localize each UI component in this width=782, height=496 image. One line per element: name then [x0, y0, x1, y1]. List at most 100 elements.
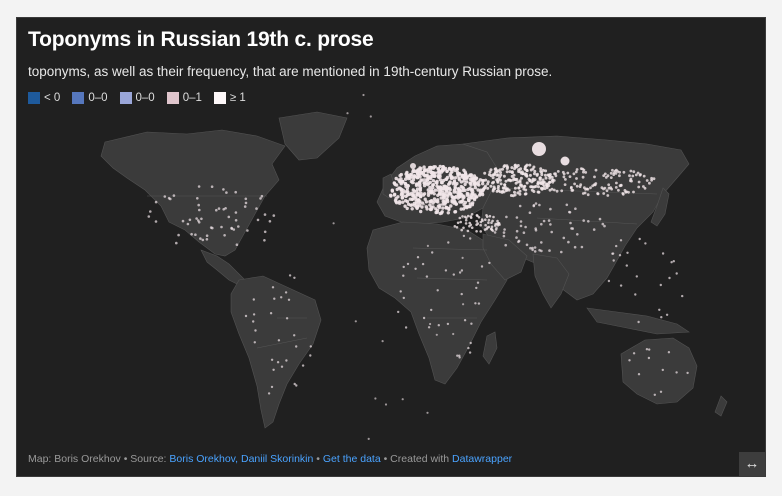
toponym-point[interactable]	[407, 192, 412, 197]
toponym-point[interactable]	[622, 170, 626, 174]
toponym-point[interactable]	[223, 234, 226, 237]
toponym-point[interactable]	[639, 173, 642, 176]
toponym-point[interactable]	[410, 207, 414, 211]
toponym-point[interactable]	[205, 234, 209, 237]
toponym-point[interactable]	[560, 189, 564, 193]
toponym-point[interactable]	[465, 180, 469, 184]
toponym-point[interactable]	[503, 228, 506, 231]
toponym-point[interactable]	[332, 222, 335, 225]
toponym-point[interactable]	[667, 351, 671, 354]
toponym-point[interactable]	[634, 293, 637, 296]
toponym-point[interactable]	[672, 260, 675, 263]
toponym-point[interactable]	[309, 354, 312, 357]
toponym-point[interactable]	[647, 356, 651, 360]
toponym-point[interactable]	[415, 192, 419, 197]
toponym-point[interactable]	[499, 171, 502, 174]
toponym-point[interactable]	[616, 170, 620, 173]
toponym-point[interactable]	[181, 219, 185, 223]
toponym-point[interactable]	[544, 176, 548, 180]
toponym-point[interactable]	[475, 219, 479, 223]
toponym-point[interactable]	[415, 202, 419, 206]
toponym-point[interactable]	[468, 221, 472, 225]
toponym-point[interactable]	[424, 200, 429, 204]
toponym-point[interactable]	[502, 234, 506, 238]
toponym-point[interactable]	[259, 197, 262, 200]
toponym-point[interactable]	[517, 186, 521, 190]
toponym-point[interactable]	[399, 290, 402, 293]
toponym-point[interactable]	[479, 223, 482, 227]
toponym-point[interactable]	[515, 165, 519, 169]
toponym-point[interactable]	[444, 186, 448, 191]
toponym-point[interactable]	[490, 221, 493, 224]
toponym-point[interactable]	[618, 174, 621, 178]
toponym-point[interactable]	[405, 206, 409, 211]
toponym-point[interactable]	[465, 191, 469, 196]
toponym-point[interactable]	[199, 237, 202, 240]
toponym-point[interactable]	[354, 320, 357, 323]
toponym-point[interactable]	[617, 188, 620, 192]
toponym-point[interactable]	[470, 213, 474, 216]
toponym-point[interactable]	[632, 170, 636, 174]
toponym-point[interactable]	[675, 371, 678, 374]
toponym-point[interactable]	[163, 195, 167, 198]
toponym-point[interactable]	[686, 371, 689, 375]
toponym-point[interactable]	[642, 174, 646, 178]
toponym-point[interactable]	[462, 176, 466, 180]
toponym-point[interactable]	[516, 180, 520, 184]
toponym-point[interactable]	[429, 191, 433, 195]
toponym-point[interactable]	[473, 193, 477, 197]
toponym-point[interactable]	[446, 199, 450, 204]
toponym-point[interactable]	[623, 189, 627, 192]
toponym-point[interactable]	[448, 192, 452, 196]
toponym-point[interactable]	[545, 184, 549, 188]
toponym-point[interactable]	[553, 172, 556, 176]
toponym-point[interactable]	[507, 178, 510, 182]
toponym-point[interactable]	[573, 245, 577, 249]
toponym-point[interactable]	[529, 185, 533, 189]
toponym-point[interactable]	[479, 220, 483, 224]
toponym-point[interactable]	[464, 222, 468, 225]
toponym-point[interactable]	[252, 320, 255, 323]
toponym-point[interactable]	[491, 229, 495, 233]
toponym-point[interactable]	[469, 196, 473, 200]
toponym-point[interactable]	[256, 218, 260, 222]
toponym-point[interactable]	[507, 188, 511, 192]
toponym-point[interactable]	[519, 183, 523, 187]
toponym-point[interactable]	[428, 168, 433, 173]
toponym-point[interactable]	[402, 274, 405, 277]
toponym-point[interactable]	[658, 308, 661, 311]
toponym-point[interactable]	[270, 385, 274, 389]
toponym-point[interactable]	[461, 256, 464, 259]
toponym-point[interactable]	[209, 226, 213, 229]
toponym-point[interactable]	[272, 368, 275, 371]
toponym-point[interactable]	[263, 239, 266, 242]
toponym-point[interactable]	[369, 115, 372, 118]
toponym-point[interactable]	[488, 170, 492, 174]
toponym-point[interactable]	[441, 178, 446, 183]
toponym-point[interactable]	[506, 165, 510, 169]
toponym-point[interactable]	[675, 272, 678, 275]
toponym-point[interactable]	[458, 200, 462, 204]
toponym-point[interactable]	[411, 192, 415, 196]
toponym-point[interactable]	[451, 182, 455, 186]
toponym-point[interactable]	[485, 215, 489, 219]
toponym-point[interactable]	[596, 192, 599, 195]
toponym-point[interactable]	[538, 203, 541, 207]
toponym-point[interactable]	[263, 213, 267, 216]
toponym-point[interactable]	[457, 176, 461, 181]
toponym-point[interactable]	[437, 205, 442, 210]
toponym-point[interactable]	[537, 190, 541, 194]
toponym-point[interactable]	[404, 326, 408, 329]
toponym-point[interactable]	[538, 178, 542, 182]
toponym-point[interactable]	[474, 302, 477, 305]
toponym-point[interactable]	[435, 333, 438, 336]
toponym-point[interactable]	[533, 169, 537, 173]
toponym-point[interactable]	[568, 175, 572, 179]
toponym-point[interactable]	[486, 186, 490, 190]
toponym-point[interactable]	[531, 246, 534, 250]
toponym-point[interactable]	[523, 184, 527, 188]
toponym-point[interactable]	[190, 232, 193, 236]
toponym-point[interactable]	[480, 192, 485, 197]
toponym-point[interactable]	[480, 218, 484, 221]
toponym-point[interactable]	[503, 164, 507, 168]
